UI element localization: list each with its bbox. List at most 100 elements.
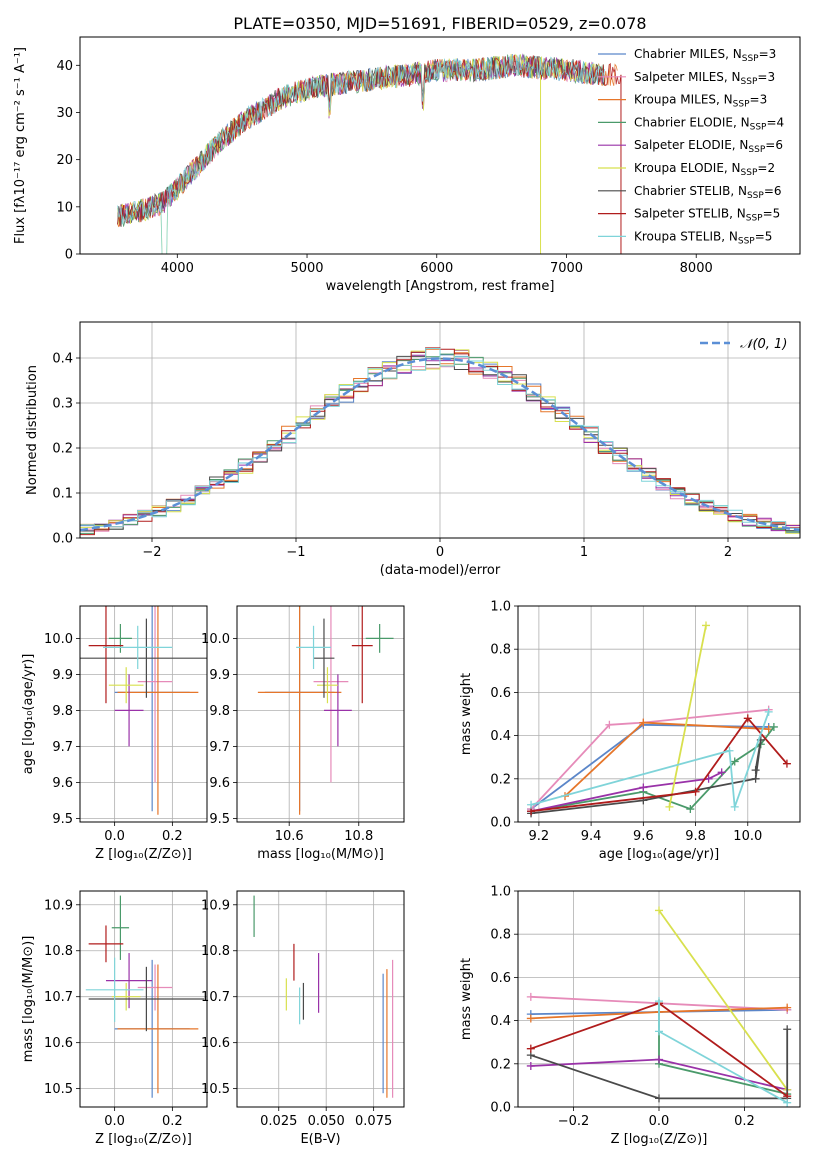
weight-point-marker [782,759,791,768]
y-tick-label: 0 [65,248,73,263]
x-tick-label: 0.2 [162,829,183,844]
weight-series-line [530,726,775,813]
y-tick-label: 9.7 [52,740,73,755]
y-tick-label: 10.9 [44,898,73,913]
y-tick-label: 1.0 [490,885,511,900]
y-tick-label: 9.6 [52,776,73,791]
y-tick-label: 0.6 [490,686,511,701]
x-tick-label: 4000 [161,261,194,276]
x-tick-label: 2 [724,545,732,560]
mass-vs-ebv-panel: 0.025 0.050 0.075 10.5 10.6 10.7 10.8 10.9 E(B-V… [201,890,405,1147]
y-tick-label: 10.9 [201,898,230,913]
x-tick-label: 6000 [420,261,453,276]
y-tick-label: 10.8 [44,944,73,959]
x-axis-label: Z [log₁₀(Z/Z⊙)] [611,1132,708,1147]
weight-series-line [658,909,788,1091]
x-tick-label: 9.2 [529,829,550,844]
x-tick-label: 9.8 [685,829,706,844]
legend-entry: Chabrier ELODIE, NSSP=4 [634,115,784,132]
weight-point-marker [769,722,778,731]
errorbar-group [257,606,394,815]
y-tick-label: 0.2 [490,772,511,787]
weight-point-marker [655,1027,663,1036]
weight-point-marker [655,1094,663,1103]
y-tick-label: 10.8 [201,944,230,959]
y-axis-label: Flux [fλ10⁻¹⁷ erg cm⁻² s⁻¹ A⁻¹] [13,47,28,244]
legend-entry: Salpeter ELODIE, NSSP=6 [634,138,783,155]
x-tick-label: 0.025 [260,1114,297,1129]
weight-point-marker [751,774,760,783]
x-axis-label: Z [log₁₀(Z/Z⊙)] [95,1132,192,1147]
x-tick-label: 0.050 [308,1114,345,1129]
y-tick-label: 9.5 [52,812,73,827]
y-tick-label: 0.4 [490,729,511,744]
normal-reference-curve [80,357,800,532]
weight-series-line [530,1029,789,1100]
y-tick-label: 30 [56,106,73,121]
y-tick-label: 10.7 [201,990,230,1005]
spectrum-series-line [117,54,622,227]
y-tick-label: 40 [56,59,73,74]
weight-series-line [668,625,707,808]
weight-lines [527,621,791,818]
weight-point-marker [751,766,760,775]
weight-point-marker [783,1098,792,1107]
weight-point-marker [526,1014,535,1023]
y-tick-label: 0.0 [490,1101,511,1116]
y-tick-label: 10 [56,200,73,215]
spectrum-panel: 4000 5000 6000 7000 8000 0 10 20 30 40 wavelength … [13,36,801,294]
x-tick-label: 10.0 [733,829,762,844]
weight-point-marker [526,992,535,1001]
x-tick-label: −0.2 [558,1114,590,1129]
x-tick-label: 0.075 [355,1114,392,1129]
y-tick-label: 10.0 [44,632,73,647]
weight-series-line [530,708,769,810]
y-tick-label: 9.8 [52,704,73,719]
axes-frame [517,890,801,1108]
y-tick-label: 9.9 [52,668,73,683]
weight-point-marker [655,906,663,915]
residuals-panel: −2 −1 0 1 2 0.0 0.1 0.2 0.3 0.4 (data-model)/error… [25,321,801,578]
y-tick-label: 9.8 [209,704,230,719]
residuals-legend: 𝒩(0, 1) [700,337,787,352]
x-axis-label: Z [log₁₀(Z/Z⊙)] [95,847,192,862]
y-tick-label: 0.0 [52,532,73,547]
x-tick-label: 1 [580,545,588,560]
y-tick-label: 0.8 [490,643,511,658]
legend-entry: Kroupa STELIB, NSSP=5 [634,229,772,246]
legend-entry: Chabrier STELIB, NSSP=6 [634,184,782,201]
weight-point-marker [717,768,726,777]
y-axis-label: mass weight [459,958,474,1040]
x-tick-label: 0 [436,545,444,560]
weight-lines [526,906,792,1107]
y-tick-label: 9.9 [209,668,230,683]
y-tick-label: 0.4 [52,352,73,367]
weight-vs-metallicity-panel: −0.2 0.0 0.2 0.0 0.2 0.4 0.6 0.8 1.0 Z [log₁₀(Z/Z… [459,885,801,1147]
x-axis-label: E(B-V) [300,1132,340,1147]
y-tick-label: 10.5 [201,1082,230,1097]
y-tick-label: 9.7 [209,740,230,755]
legend-entry: Salpeter MILES, NSSP=3 [634,70,775,87]
weight-point-marker [730,757,739,766]
x-tick-label: −1 [286,545,305,560]
x-tick-label: 0.0 [649,1114,670,1129]
weight-point-marker [686,805,695,814]
axes-frame [236,605,405,823]
x-tick-label: 9.4 [581,829,602,844]
x-tick-label: 0.2 [734,1114,755,1129]
weight-point-marker [526,1044,535,1053]
x-tick-label: 0.2 [162,1114,183,1129]
weight-point-marker [725,746,734,755]
weight-vs-age-panel: 9.2 9.4 9.6 9.8 10.0 0.0 0.2 0.4 0.6 0.8 1.0 age [l… [459,600,801,862]
axes-frame [517,605,801,823]
weight-point-marker [704,774,713,783]
x-tick-label: 0.0 [104,829,125,844]
weight-point-marker [702,621,710,630]
y-tick-label: 10.0 [201,632,230,647]
y-tick-label: 20 [56,153,73,168]
x-tick-label: 10.8 [344,829,373,844]
y-tick-label: 0.4 [490,1014,511,1029]
weight-point-marker [783,1025,792,1034]
weight-point-marker [665,802,674,811]
